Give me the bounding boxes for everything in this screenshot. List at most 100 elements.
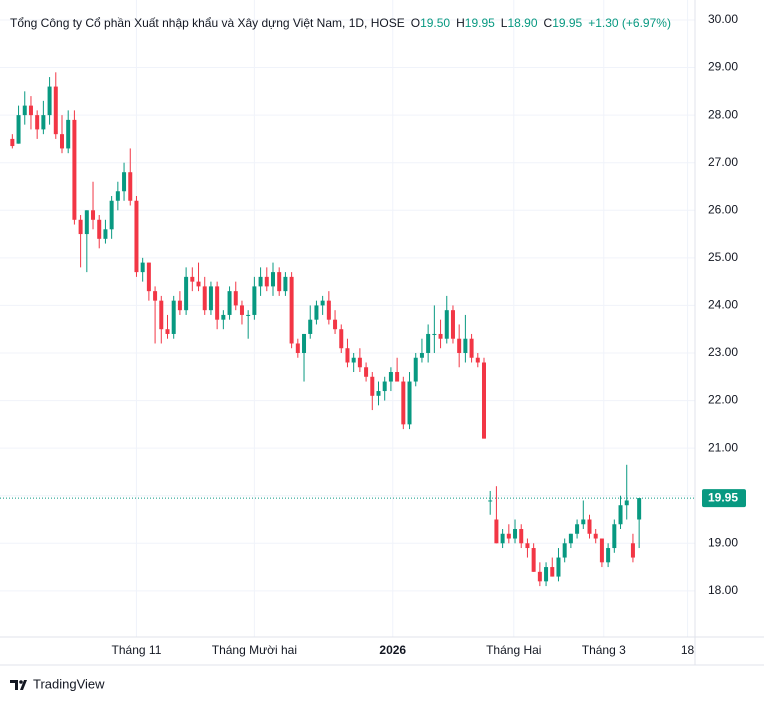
candle-body (357, 357, 362, 368)
candle-body (184, 276, 189, 311)
brand-name: TradingView (33, 676, 105, 691)
candle-body (407, 381, 412, 425)
candle-body (426, 333, 431, 353)
candle-body (593, 533, 598, 539)
candle-body (78, 219, 83, 235)
candle-body (302, 333, 307, 353)
candle-body (165, 329, 170, 334)
candle-body (35, 115, 40, 130)
candle-body (84, 210, 89, 235)
candle-body (153, 291, 158, 301)
candle-body (233, 291, 238, 306)
candle-body (66, 119, 71, 149)
candle-body (28, 105, 33, 116)
candle-body (128, 172, 133, 201)
candle-body (239, 305, 244, 315)
y-tick-label: 30.00 (708, 12, 738, 26)
y-tick-label: 21.00 (708, 440, 738, 454)
candle-body (469, 338, 474, 358)
candle-body (513, 529, 518, 539)
candle-body (618, 505, 623, 525)
candle-body (544, 567, 549, 582)
candle-body (59, 134, 64, 149)
h-value: 19.95 (465, 16, 495, 30)
candle-body (351, 357, 356, 363)
candle-body (53, 86, 58, 135)
candle-body (314, 305, 319, 320)
y-tick-label: 24.00 (708, 298, 738, 312)
candle-body (624, 500, 629, 506)
candle-body (488, 500, 493, 502)
o-label: O (411, 16, 420, 30)
candle-body (252, 286, 257, 315)
candle-body (16, 115, 21, 144)
x-tick-label: Tháng Hai (486, 643, 541, 657)
candle-body (587, 519, 592, 534)
x-tick-label: Tháng 3 (582, 643, 626, 657)
l-label: L (501, 16, 508, 30)
legend: Tổng Công ty Cổ phần Xuất nhập khẩu và X… (10, 16, 671, 30)
x-tick-label: 2026 (379, 643, 406, 657)
candle-body (264, 276, 269, 287)
candle-body (171, 300, 176, 334)
candle-body (246, 314, 251, 316)
candle-body (103, 229, 108, 239)
candle-body (457, 338, 462, 353)
candle-body (550, 567, 555, 577)
candle-body (289, 276, 294, 344)
candle-body (612, 524, 617, 549)
candle-body (97, 219, 102, 239)
candle-body (575, 524, 580, 534)
y-tick-label: 25.00 (708, 250, 738, 264)
candle-body (91, 210, 96, 220)
candle-body (531, 548, 536, 572)
last-price-label: 19.95 (708, 490, 738, 504)
candle-body (215, 286, 220, 320)
candle-body (537, 571, 542, 582)
candle-body (283, 276, 288, 292)
candle-body (481, 362, 486, 439)
candle-body (47, 86, 52, 116)
y-tick-label: 26.00 (708, 202, 738, 216)
l-value: 18.90 (507, 16, 537, 30)
y-tick-label: 19.00 (708, 535, 738, 549)
candle-body (10, 138, 15, 147)
logo-icon (10, 680, 27, 690)
x-tick-label: 18 (681, 643, 695, 657)
logo-dot (19, 680, 23, 684)
candle-body (401, 381, 406, 425)
candle-body (630, 543, 635, 558)
candle-body (568, 533, 573, 544)
candle-body (432, 333, 437, 335)
candle-body (122, 172, 127, 192)
candle-body (463, 338, 468, 353)
candle-body (177, 300, 182, 311)
candle-body (519, 529, 524, 544)
candle-body (221, 314, 226, 320)
candle-body (270, 272, 275, 287)
candle-body (376, 391, 381, 396)
candle-body (562, 543, 567, 558)
candle-body (599, 538, 604, 563)
candle-body (202, 286, 207, 311)
candle-body (345, 348, 350, 363)
candle-body (333, 319, 338, 330)
x-tick-label: Tháng Mười hai (212, 643, 297, 657)
y-tick-label: 27.00 (708, 155, 738, 169)
y-tick-label: 18.00 (708, 583, 738, 597)
candle-body (637, 498, 642, 520)
candle-body (444, 310, 449, 339)
y-tick-label: 29.00 (708, 60, 738, 74)
candle-body (364, 367, 369, 377)
candle-body (109, 200, 114, 230)
candle-body (370, 376, 375, 396)
last-price-box (702, 489, 746, 508)
h-label: H (456, 16, 465, 30)
candle-body (450, 310, 455, 339)
candle-body (326, 300, 331, 320)
candle-body (22, 105, 27, 116)
candle-body (146, 262, 151, 292)
candle-body (190, 276, 195, 282)
candle-body (395, 372, 400, 382)
